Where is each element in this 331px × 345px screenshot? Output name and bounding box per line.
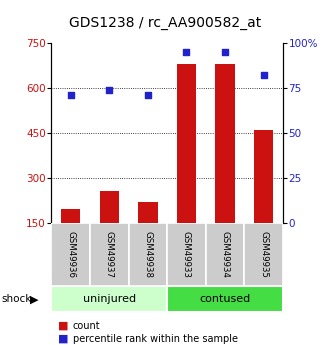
Text: count: count: [73, 321, 100, 331]
Bar: [215, 64, 235, 267]
Text: GSM49937: GSM49937: [105, 231, 114, 278]
Bar: [61, 209, 80, 267]
Text: ▶: ▶: [30, 294, 38, 304]
Text: contused: contused: [200, 294, 251, 304]
Bar: [100, 191, 119, 267]
Text: ■: ■: [58, 321, 69, 331]
Text: GSM49936: GSM49936: [66, 231, 75, 278]
Point: [222, 49, 228, 55]
Bar: [167, 223, 206, 286]
Bar: [167, 286, 283, 312]
Text: ■: ■: [58, 334, 69, 344]
Text: percentile rank within the sample: percentile rank within the sample: [73, 334, 238, 344]
Point: [68, 92, 73, 98]
Bar: [244, 223, 283, 286]
Bar: [206, 223, 244, 286]
Bar: [177, 64, 196, 267]
Text: GDS1238 / rc_AA900582_at: GDS1238 / rc_AA900582_at: [70, 16, 261, 30]
Point: [107, 87, 112, 92]
Bar: [90, 223, 128, 286]
Bar: [128, 223, 167, 286]
Text: GSM49933: GSM49933: [182, 231, 191, 278]
Bar: [51, 286, 167, 312]
Text: shock: shock: [2, 294, 32, 304]
Bar: [51, 223, 90, 286]
Bar: [254, 130, 273, 267]
Text: uninjured: uninjured: [83, 294, 136, 304]
Bar: [138, 201, 158, 267]
Point: [261, 73, 266, 78]
Point: [184, 49, 189, 55]
Text: GSM49935: GSM49935: [259, 231, 268, 278]
Text: GSM49934: GSM49934: [220, 231, 230, 278]
Point: [145, 92, 151, 98]
Text: GSM49938: GSM49938: [143, 231, 152, 278]
